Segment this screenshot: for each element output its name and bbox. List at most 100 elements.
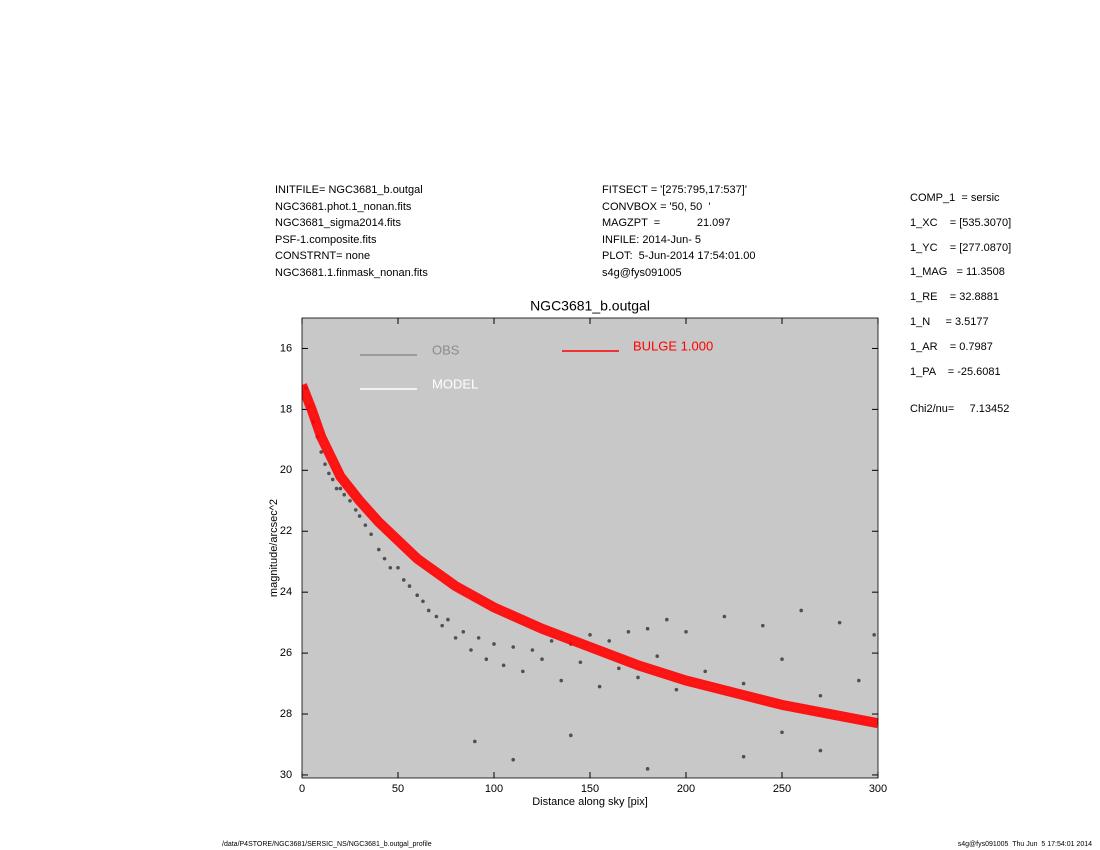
obs-point <box>461 629 466 634</box>
obs-point <box>780 657 784 661</box>
obs-point <box>818 693 823 698</box>
obs-point <box>521 669 525 674</box>
y-tick-label: 24 <box>280 586 292 598</box>
header-left-line: NGC3681.1.finmask_nonan.fits <box>275 266 428 279</box>
y-tick-label: 26 <box>280 647 292 659</box>
header-middle-line: INFILE: 2014-Jun- 5 <box>602 233 702 246</box>
obs-point <box>780 730 784 735</box>
obs-point <box>617 666 621 671</box>
header-middle-line: s4g@fys091005 <box>602 266 682 279</box>
footer-path: /data/P4STORE/NGC3681/SERSIC_NS/NGC3681_… <box>222 841 432 848</box>
obs-point <box>645 626 650 631</box>
obs-point <box>338 486 343 491</box>
obs-point <box>703 669 707 674</box>
obs-point <box>818 748 823 753</box>
obs-point <box>453 636 458 640</box>
obs-point <box>342 492 347 497</box>
obs-point <box>377 547 381 552</box>
obs-point <box>872 633 876 637</box>
bulge-band <box>302 383 878 729</box>
fit-parameter: 1_RE = 32.8881 <box>910 291 999 304</box>
obs-point <box>369 532 373 537</box>
obs-point <box>578 660 583 665</box>
obs-point <box>530 648 535 652</box>
obs-point <box>741 754 746 759</box>
obs-point <box>484 657 489 661</box>
obs-point <box>357 514 362 518</box>
obs-point <box>348 498 352 503</box>
obs-point <box>382 556 387 561</box>
x-tick-label: 0 <box>299 783 305 795</box>
header-left-line: CONSTRNT= none <box>275 250 371 262</box>
obs-point <box>655 654 659 658</box>
obs-point <box>674 687 679 692</box>
obs-point <box>540 657 544 661</box>
obs-point <box>407 584 412 588</box>
fit-parameter: 1_AR = 0.7987 <box>910 340 993 353</box>
obs-point <box>426 608 431 613</box>
fit-parameter: COMP_1 = sersic <box>910 192 1000 204</box>
obs-point <box>440 623 444 628</box>
header-middle-line: PLOT: 5-Jun-2014 17:54:01.00 <box>602 250 756 262</box>
obs-point <box>559 678 563 683</box>
obs-point <box>363 523 368 527</box>
x-tick-label: 150 <box>581 783 599 795</box>
obs-point <box>327 471 331 476</box>
obs-point <box>626 629 631 634</box>
y-tick-label: 20 <box>280 464 292 476</box>
plot-frame <box>301 317 879 779</box>
x-tick-label: 50 <box>392 783 404 795</box>
y-tick-label: 28 <box>280 708 292 720</box>
y-tick-label: 18 <box>280 403 292 415</box>
x-tick-label: 300 <box>869 783 887 795</box>
header-middle-line: MAGZPT = 21.097 <box>602 217 731 229</box>
obs-point <box>501 663 506 668</box>
obs-point <box>319 450 324 454</box>
x-tick-label: 200 <box>677 783 695 795</box>
obs-point <box>469 648 473 652</box>
obs-point <box>353 508 358 512</box>
fit-parameter: 1_PA = -25.6081 <box>910 365 1001 378</box>
obs-point <box>588 633 592 637</box>
obs-point <box>434 614 439 619</box>
chi2: Chi2/nu= 7.13452 <box>910 403 1010 415</box>
obs-point <box>837 620 842 625</box>
header-left-line: INITFILE= NGC3681_b.outgal <box>275 184 423 196</box>
obs-point <box>722 614 727 619</box>
header-left-line: NGC3681_sigma2014.fits <box>275 217 401 229</box>
header-left-line: PSF-1.composite.fits <box>275 233 377 246</box>
legend-label: BULGE 1.000 <box>633 338 713 353</box>
y-tick-label: 16 <box>280 342 292 354</box>
obs-point <box>857 678 861 683</box>
header-left-line: NGC3681.phot.1_nonan.fits <box>275 200 412 213</box>
chart-title: NGC3681_b.outgal <box>530 298 650 314</box>
y-axis-label: magnitude/arcsec^2 <box>268 499 280 597</box>
obs-point <box>476 636 481 640</box>
obs-point <box>761 623 765 628</box>
obs-point <box>415 593 420 598</box>
obs-point <box>446 617 450 622</box>
obs-point <box>473 739 477 744</box>
obs-point <box>421 599 425 604</box>
x-axis-label: Distance along sky [pix] <box>532 796 648 808</box>
obs-point <box>607 639 611 643</box>
obs-point <box>636 675 640 680</box>
obs-point <box>665 617 669 622</box>
header-middle-line: CONVBOX = '50, 50 ' <box>602 200 711 213</box>
obs-point <box>597 684 602 689</box>
obs-point <box>511 645 515 649</box>
fit-parameter: 1_YC = [277.0870] <box>910 241 1012 254</box>
obs-point <box>684 629 688 634</box>
legend-label: MODEL <box>432 376 478 391</box>
obs-point <box>569 733 573 738</box>
obs-point <box>741 681 746 686</box>
obs-point <box>492 642 496 646</box>
obs-point <box>388 566 393 570</box>
plot-marks <box>302 383 878 771</box>
obs-point <box>645 767 650 771</box>
y-tick-label: 30 <box>280 769 292 781</box>
header-middle-line: FITSECT = '[275:795,17:537]' <box>602 184 747 196</box>
footer-stamp: s4g@fys091005 Thu Jun 5 17:54:01 2014 <box>957 841 1092 848</box>
